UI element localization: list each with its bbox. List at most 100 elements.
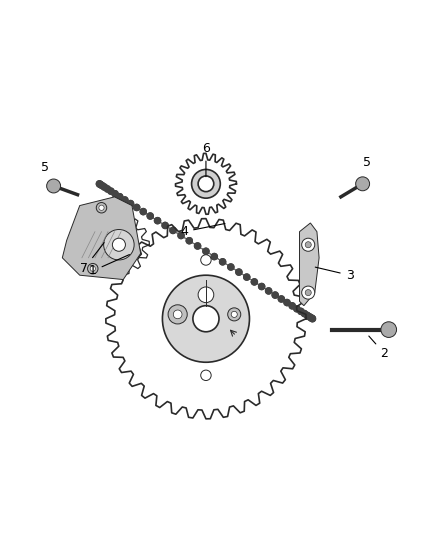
Text: 3: 3 [315,267,353,282]
Circle shape [194,243,201,249]
Circle shape [203,248,209,254]
Text: 7: 7 [80,243,104,275]
Circle shape [194,243,201,249]
Circle shape [104,186,110,192]
Circle shape [219,259,226,265]
Circle shape [193,305,219,332]
Circle shape [305,241,311,248]
Circle shape [305,289,311,296]
Circle shape [122,197,128,203]
Polygon shape [300,223,319,305]
Circle shape [244,274,250,280]
Circle shape [356,177,370,191]
Circle shape [117,193,123,200]
Circle shape [170,228,176,233]
Circle shape [112,191,118,197]
Circle shape [308,315,314,321]
Circle shape [155,217,161,224]
Circle shape [304,312,311,319]
Circle shape [191,169,220,198]
Circle shape [162,222,168,229]
Circle shape [310,316,316,322]
Circle shape [294,306,300,312]
Circle shape [147,213,153,219]
Text: 6: 6 [202,142,210,176]
Circle shape [258,284,265,289]
Circle shape [127,200,134,207]
Circle shape [140,208,146,215]
Circle shape [140,208,146,215]
Circle shape [47,179,60,193]
Circle shape [96,203,107,213]
Circle shape [304,312,311,319]
Circle shape [307,314,313,320]
Circle shape [178,232,184,239]
Circle shape [308,315,314,321]
Circle shape [198,176,214,192]
Circle shape [307,314,313,320]
Circle shape [301,311,307,317]
Circle shape [104,230,134,260]
Circle shape [170,228,176,233]
Circle shape [211,254,217,260]
Circle shape [162,275,250,362]
Circle shape [265,288,272,294]
Circle shape [97,181,102,187]
Circle shape [231,311,237,318]
Circle shape [302,286,315,299]
Circle shape [294,306,300,312]
Circle shape [284,300,290,305]
Circle shape [201,255,211,265]
Circle shape [178,232,184,239]
Circle shape [203,248,209,254]
Circle shape [108,188,114,194]
Circle shape [186,238,192,244]
Circle shape [98,182,104,188]
Circle shape [289,303,295,309]
Circle shape [301,311,307,317]
Circle shape [97,181,102,187]
Circle shape [228,264,234,270]
Circle shape [186,238,192,244]
Circle shape [298,308,304,314]
Circle shape [284,300,290,305]
Circle shape [113,238,125,251]
Circle shape [173,310,182,319]
Circle shape [272,292,278,298]
Circle shape [309,316,315,321]
Circle shape [251,279,258,285]
Circle shape [278,296,284,302]
Text: 5: 5 [41,161,49,174]
Circle shape [155,217,161,224]
Circle shape [88,263,98,274]
Circle shape [258,284,265,289]
Circle shape [236,269,242,275]
Circle shape [236,269,242,275]
Circle shape [381,322,396,337]
Circle shape [265,288,272,294]
Circle shape [244,274,250,280]
Circle shape [251,279,258,285]
Circle shape [117,193,123,200]
Text: 4: 4 [180,223,225,238]
Circle shape [302,238,315,251]
Circle shape [147,213,153,219]
Polygon shape [62,197,141,279]
Circle shape [134,205,140,211]
Text: 1: 1 [89,255,129,277]
Circle shape [228,308,241,321]
Circle shape [219,259,226,265]
Text: 5: 5 [363,156,371,169]
Circle shape [112,191,118,197]
Circle shape [127,200,134,207]
Circle shape [211,254,217,260]
Circle shape [108,188,114,194]
Circle shape [201,370,211,381]
Circle shape [162,222,168,229]
Circle shape [228,264,234,270]
Circle shape [134,205,140,211]
Text: 2: 2 [369,336,389,360]
Circle shape [104,186,110,192]
Circle shape [102,184,108,190]
Circle shape [278,296,284,302]
